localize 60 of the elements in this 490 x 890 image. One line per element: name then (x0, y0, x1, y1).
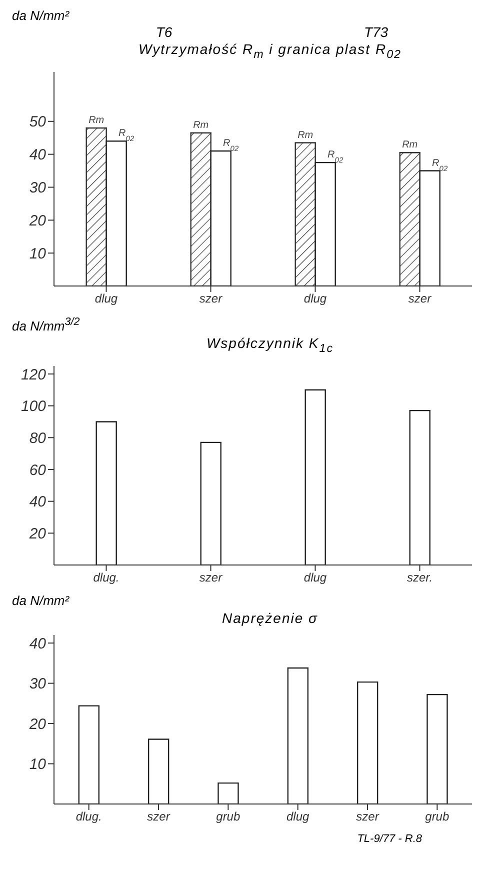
y-tick-label: 20 (28, 525, 47, 542)
x-tick-label: szer (356, 809, 380, 824)
bar (148, 738, 170, 804)
x-tick-label: szer (199, 570, 224, 584)
bar (409, 410, 430, 565)
y-tick-label: 50 (29, 114, 47, 131)
x-tick-label: grub (216, 809, 240, 824)
text: Rm (402, 139, 418, 150)
x-tick-label: dlug. (76, 809, 102, 824)
x-tick-label: dlug (94, 291, 118, 306)
y-tick-label: 100 (20, 398, 47, 416)
x-tick-label: szer (199, 291, 224, 306)
bar (426, 694, 448, 804)
y-tick-label: 20 (28, 716, 47, 733)
y-tick-label: 10 (29, 245, 47, 262)
y-tick-label: 40 (29, 146, 47, 164)
text: R$_{02}$ (223, 138, 239, 152)
text: T6 (154, 24, 174, 40)
x-tick-label: dlug (304, 291, 327, 306)
bar (314, 162, 336, 286)
bar (200, 442, 222, 565)
series-label: R$_{02}$ (118, 128, 135, 142)
x-tick-label: szer. (406, 570, 433, 584)
y-tick-label: 30 (29, 676, 47, 693)
y-axis-title: da N/mm² (11, 8, 70, 24)
x-tick-label: szer (408, 291, 432, 306)
x-tick-label: grub (425, 809, 450, 824)
text: TL-9/77 - R.8 (357, 832, 422, 845)
bar (78, 705, 100, 804)
chart-title: Wytrzymałość R$_{m}$ i granica plast R$_{02}$ (137, 40, 403, 63)
y-tick-label: 40 (29, 494, 47, 511)
bar (419, 170, 440, 286)
text: Rm (193, 120, 209, 131)
x-tick-label: dlug (286, 809, 310, 824)
x-tick-label: szer (147, 809, 171, 824)
y-tick-label: 60 (29, 462, 47, 479)
bar (218, 782, 239, 804)
y-axis-title: da N/mm$^{3/2}$ (11, 314, 81, 334)
bar (287, 667, 308, 804)
bar (304, 389, 326, 565)
y-tick-label: 80 (29, 430, 47, 447)
bar (96, 421, 117, 565)
text: Rm (298, 130, 314, 141)
bar (210, 150, 232, 286)
text: R$_{02}$ (432, 158, 448, 172)
text: T73 (362, 24, 390, 40)
chart-title: Współczynnik K$_{1c}$ (205, 334, 335, 357)
chart-title: Naprężenie σ (221, 608, 319, 627)
bar (106, 140, 127, 286)
x-tick-label: dlug (304, 570, 327, 584)
text: R$_{02}$ (328, 149, 344, 164)
y-tick-label: 20 (28, 212, 47, 230)
y-axis-title: da N/mm² (11, 592, 70, 609)
y-tick-label: 40 (29, 635, 47, 652)
y-tick-label: 30 (29, 179, 47, 196)
bar (356, 681, 378, 804)
y-tick-label: 10 (29, 756, 47, 774)
y-tick-label: 120 (20, 366, 47, 384)
series-label: Rm (88, 114, 104, 126)
x-tick-label: dlug. (93, 570, 120, 584)
